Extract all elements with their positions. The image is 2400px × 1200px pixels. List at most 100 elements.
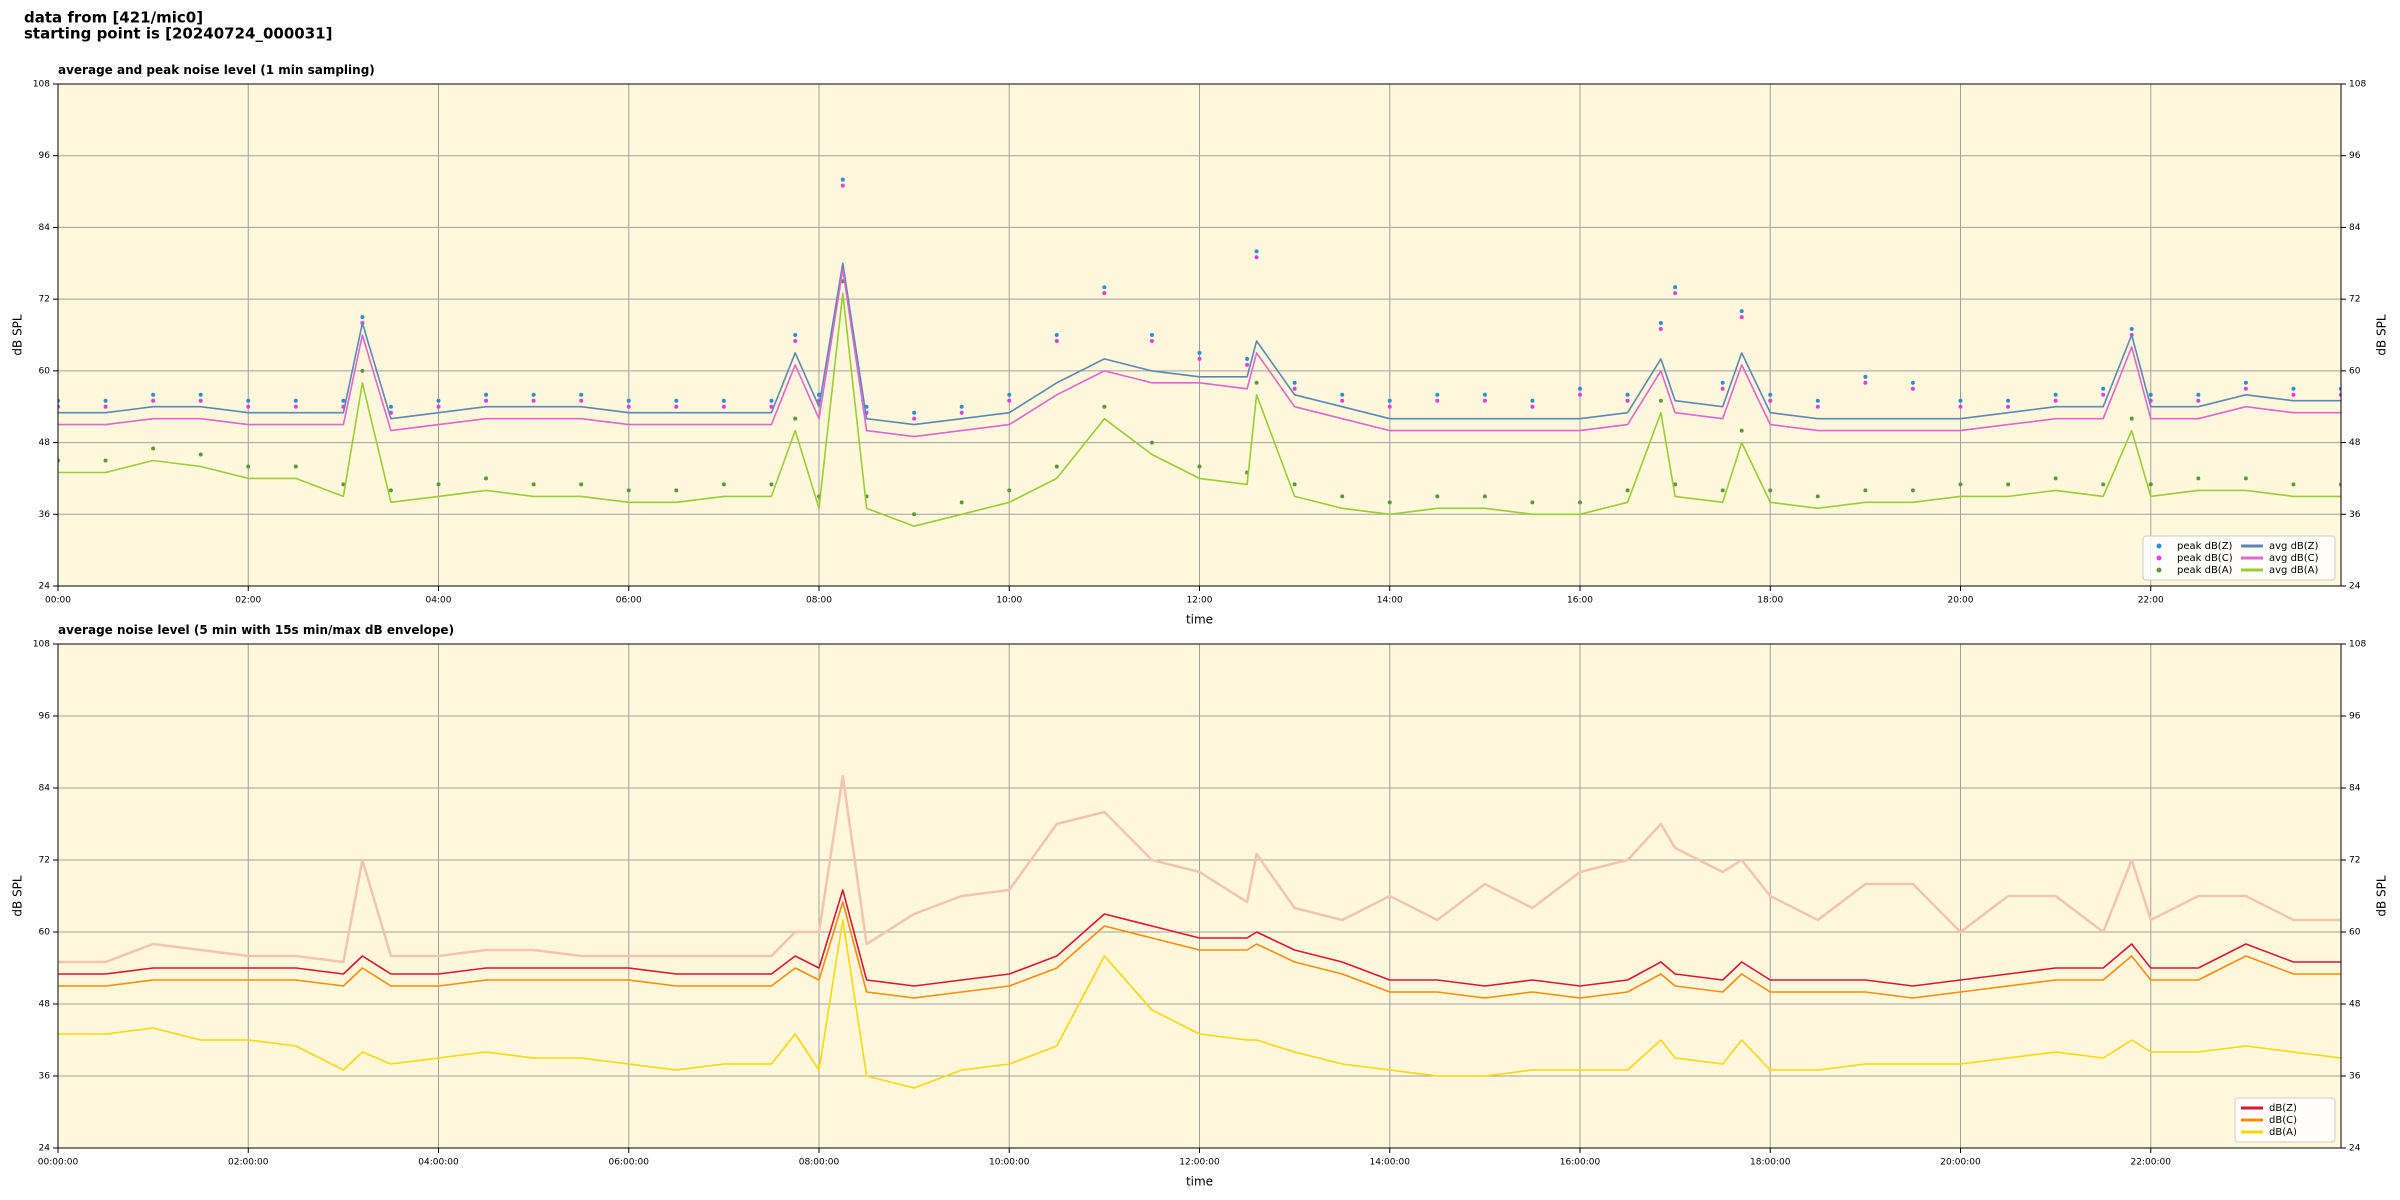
peak-point <box>103 404 108 409</box>
peak-point <box>1739 315 1744 320</box>
y-tick-label: 96 <box>2349 712 2361 722</box>
y-tick-label: 24 <box>2349 582 2361 592</box>
peak-point <box>1673 482 1678 487</box>
peak-point <box>198 452 203 457</box>
plot-frame <box>57 643 2342 1149</box>
peak-point <box>1578 500 1582 505</box>
peak-point <box>1815 494 1820 499</box>
peak-point <box>151 392 156 397</box>
x-tick-label: 20:00 <box>1948 596 1974 606</box>
peak-point <box>1720 380 1725 385</box>
peak-point <box>1254 249 1259 254</box>
legend-label: dB(A) <box>2269 1127 2297 1138</box>
legend-marker <box>2156 555 2162 561</box>
peak-point <box>531 398 536 403</box>
peak-point <box>579 398 584 403</box>
peak-point <box>1149 338 1154 343</box>
peak-point <box>2053 398 2058 403</box>
series-layer <box>58 177 2341 527</box>
x-tick-label: 12:00:00 <box>1179 1158 1220 1168</box>
legend-label: avg dB(C) <box>2269 553 2319 564</box>
series-line <box>58 268 2341 438</box>
peak-point <box>1340 494 1345 499</box>
peak-point <box>1625 398 1630 403</box>
legend-label: peak dB(A) <box>2177 565 2233 576</box>
x-tick-label: 02:00 <box>235 596 261 606</box>
peak-point <box>1197 356 1202 361</box>
x-tick-label: 16:00:00 <box>1560 1158 1601 1168</box>
peak-point <box>1910 386 1915 391</box>
legend-label: dB(C) <box>2269 1115 2297 1126</box>
peak-point <box>1292 380 1297 385</box>
y-tick-label: 24 <box>39 582 51 592</box>
y-tick-label: 36 <box>39 510 51 520</box>
peak-point <box>840 183 845 188</box>
y-tick-label: 72 <box>39 295 50 305</box>
peak-point <box>360 315 365 320</box>
x-tick-label: 12:00 <box>1187 596 1213 606</box>
series-line <box>58 292 2341 527</box>
peak-point <box>2243 386 2248 391</box>
peak-point <box>1578 392 1582 397</box>
peak-point <box>2196 392 2201 397</box>
plot-frame <box>57 83 2342 587</box>
peak-point <box>1863 380 1868 385</box>
legend-label: avg dB(Z) <box>2269 541 2319 552</box>
y-tick-label: 24 <box>2349 1144 2361 1154</box>
peak-point <box>721 398 726 403</box>
peak-point <box>388 488 393 493</box>
peak-point <box>360 368 365 373</box>
y-tick-label: 84 <box>39 784 51 794</box>
legend-marker <box>2156 543 2162 549</box>
peak-point <box>1768 392 1773 397</box>
peak-point <box>1102 285 1107 290</box>
peak-point <box>436 482 441 487</box>
legend-box <box>2142 535 2336 581</box>
peak-point <box>1958 482 1963 487</box>
peak-point <box>674 398 679 403</box>
peak-point <box>1658 321 1663 326</box>
peak-point <box>2101 392 2106 397</box>
y-axis-label: dB SPL <box>11 314 25 356</box>
peak-point <box>912 410 917 415</box>
peak-point <box>1530 500 1535 505</box>
peak-point <box>436 398 441 403</box>
peak-point <box>793 333 798 337</box>
peak-point <box>484 392 489 397</box>
peak-point <box>1720 488 1725 493</box>
peak-point <box>1254 255 1259 260</box>
peak-point <box>531 482 536 487</box>
x-tick-label: 10:00:00 <box>989 1158 1030 1168</box>
peak-point <box>1340 398 1345 403</box>
peak-point <box>769 482 774 487</box>
peak-point <box>1007 398 1012 403</box>
peak-point <box>959 500 964 505</box>
peak-point <box>1910 488 1915 493</box>
x-axis-label: time <box>1186 1175 1213 1189</box>
x-tick-label: 18:00 <box>1757 596 1783 606</box>
y-tick-label: 72 <box>39 856 50 866</box>
y-tick-label: 60 <box>39 928 51 938</box>
x-tick-label: 20:00:00 <box>1940 1158 1981 1168</box>
peak-point <box>2243 380 2248 385</box>
peak-point <box>2196 476 2201 481</box>
peak-point <box>341 398 346 403</box>
peak-point <box>769 398 774 403</box>
peak-point <box>1578 386 1582 391</box>
peak-point <box>1482 398 1487 403</box>
y-tick-label: 36 <box>2349 1072 2361 1082</box>
peak-point <box>1292 386 1297 391</box>
peak-point <box>1863 374 1868 379</box>
peak-point <box>1910 380 1915 385</box>
peak-point <box>1673 291 1678 296</box>
y-tick-label: 24 <box>39 1144 51 1154</box>
peak-point <box>1102 291 1107 296</box>
peak-point <box>1054 333 1059 337</box>
x-tick-label: 10:00 <box>996 596 1022 606</box>
peak-point <box>721 482 726 487</box>
peak-point <box>2243 476 2248 481</box>
peak-point <box>151 446 156 451</box>
peak-point <box>293 404 298 409</box>
peak-point <box>1435 392 1440 397</box>
y-tick-label: 72 <box>2349 295 2360 305</box>
